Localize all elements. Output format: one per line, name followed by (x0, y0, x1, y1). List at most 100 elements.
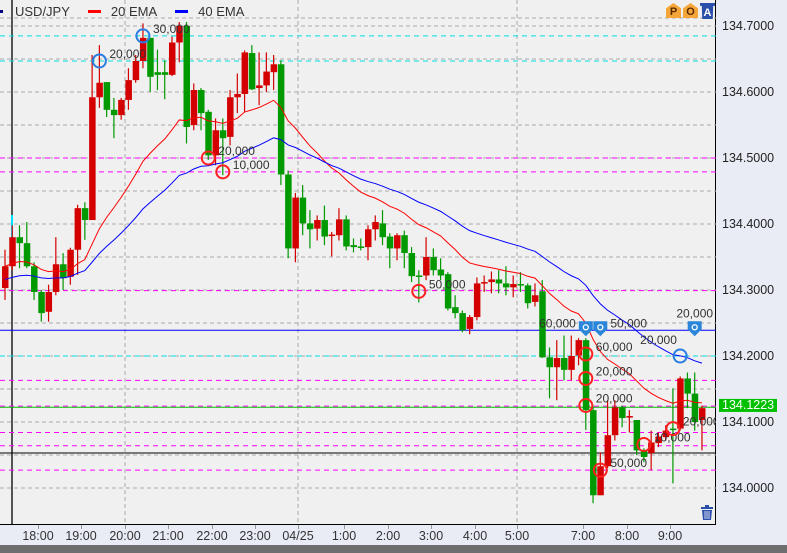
trade-marker-label: 20,000 (683, 415, 716, 429)
time-tick-label: 23:00 (239, 529, 271, 543)
candle-body (365, 229, 372, 248)
symbol-label: USD/JPY (15, 4, 70, 19)
time-tick (388, 525, 389, 529)
candle-body (321, 220, 328, 237)
trash-icon[interactable] (700, 505, 714, 520)
candle-body (219, 130, 227, 139)
candle-body (669, 428, 677, 431)
order-pin-label: 60,000 (539, 316, 576, 330)
time-tick-label: 1:00 (331, 529, 357, 543)
candle-body (430, 257, 437, 271)
trade-marker-buy (665, 421, 681, 437)
trade-marker-sell (91, 53, 107, 69)
trade-marker-buy (578, 370, 594, 386)
price-tick-label: 134.1000 (722, 415, 775, 430)
candle-body (190, 90, 198, 125)
trade-marker-label: 30,000 (153, 22, 190, 36)
time-tick-label: 22:00 (196, 529, 228, 543)
time-tick-label: 21:00 (152, 529, 184, 543)
trade-marker-buy (215, 164, 231, 180)
candle-body (2, 266, 9, 289)
candle-body (74, 208, 82, 250)
delete-all-icon[interactable]: A (700, 3, 715, 19)
order-pin-dot (691, 324, 698, 331)
candle-body (234, 93, 241, 98)
chart-plot-area[interactable]: 20,000 30,000 20,000 10,000 50,000 60,000 20,0… (0, 0, 716, 525)
candle-body (139, 37, 147, 61)
candle-body (372, 222, 379, 230)
price-tick-label: 134.4000 (722, 217, 775, 232)
status-bar (0, 545, 787, 553)
candle-body (198, 90, 205, 114)
time-tick-label: 2:00 (375, 529, 401, 543)
order-pin[interactable] (578, 321, 593, 337)
candle-body (662, 430, 670, 438)
trade-marker-sell (672, 348, 688, 364)
order-icon[interactable]: O (683, 3, 698, 18)
ema40-line (4, 137, 703, 364)
candle-body (459, 313, 466, 331)
time-tick (298, 525, 299, 529)
candle-body (45, 291, 53, 312)
candle-body (590, 410, 597, 496)
candlestick-chart[interactable]: 20,000 30,000 20,000 10,000 50,000 60,000 20,0… (0, 0, 716, 525)
candle-body (539, 291, 546, 358)
trade-marker-label: 20,000 (596, 364, 633, 378)
trade-marker-buy (592, 462, 608, 478)
trade-marker-label: 20,000 (596, 392, 633, 406)
candle-body (698, 408, 706, 421)
trade-marker-buy (578, 346, 594, 362)
candle-body (611, 407, 619, 436)
candle-body (517, 284, 524, 286)
order-pin-icon (687, 321, 702, 337)
order-pin[interactable] (593, 321, 608, 337)
ema40-label: 40 EMA (198, 4, 245, 19)
time-tick-label: 20:00 (109, 529, 141, 543)
candle-body (132, 60, 140, 81)
candle-body (691, 393, 699, 422)
time-tick (255, 525, 256, 529)
candle-body (335, 219, 343, 236)
position-icon[interactable]: P (666, 3, 681, 18)
ema40-swatch (175, 10, 189, 13)
candle-body (89, 97, 96, 221)
candle-body (546, 357, 553, 368)
candle-body (437, 269, 445, 276)
candle-body (248, 53, 256, 90)
time-tick (212, 525, 213, 529)
time-tick (125, 525, 126, 529)
candle-body (227, 97, 234, 137)
symbol-marker-icon (0, 10, 3, 13)
candle-body (495, 279, 503, 284)
order-pin-icon (578, 321, 593, 337)
candle-body (81, 208, 89, 221)
candle-body (256, 85, 263, 89)
candle-body (502, 283, 510, 288)
time-tick-label: 18:00 (22, 529, 54, 543)
price-tick-label: 134.2000 (722, 349, 775, 364)
candle-body (328, 234, 336, 237)
candle-body (466, 317, 474, 329)
candle-body (415, 275, 423, 277)
time-tick (344, 525, 345, 529)
time-tick (517, 525, 518, 529)
candle-body (183, 26, 190, 127)
candle-body (16, 237, 24, 244)
candle-body (285, 174, 292, 249)
trade-marker-label: 60,000 (596, 340, 633, 354)
ema20-label: 20 EMA (110, 4, 158, 19)
trade-marker-label: 50,000 (610, 456, 647, 470)
price-tick-label: 134.6000 (722, 85, 775, 100)
time-tick (431, 525, 432, 529)
candle-body (553, 357, 561, 368)
time-tick (670, 525, 671, 529)
time-tick-label: 9:00 (657, 529, 683, 543)
trade-marker-label: 10,000 (233, 158, 270, 172)
trade-marker-label: 20,000 (109, 47, 146, 61)
candle-body (176, 26, 183, 43)
candle-body (277, 64, 285, 175)
candle-body (9, 237, 16, 267)
candle-body (161, 72, 169, 75)
order-pin[interactable] (687, 321, 702, 337)
candle-body (481, 282, 488, 284)
